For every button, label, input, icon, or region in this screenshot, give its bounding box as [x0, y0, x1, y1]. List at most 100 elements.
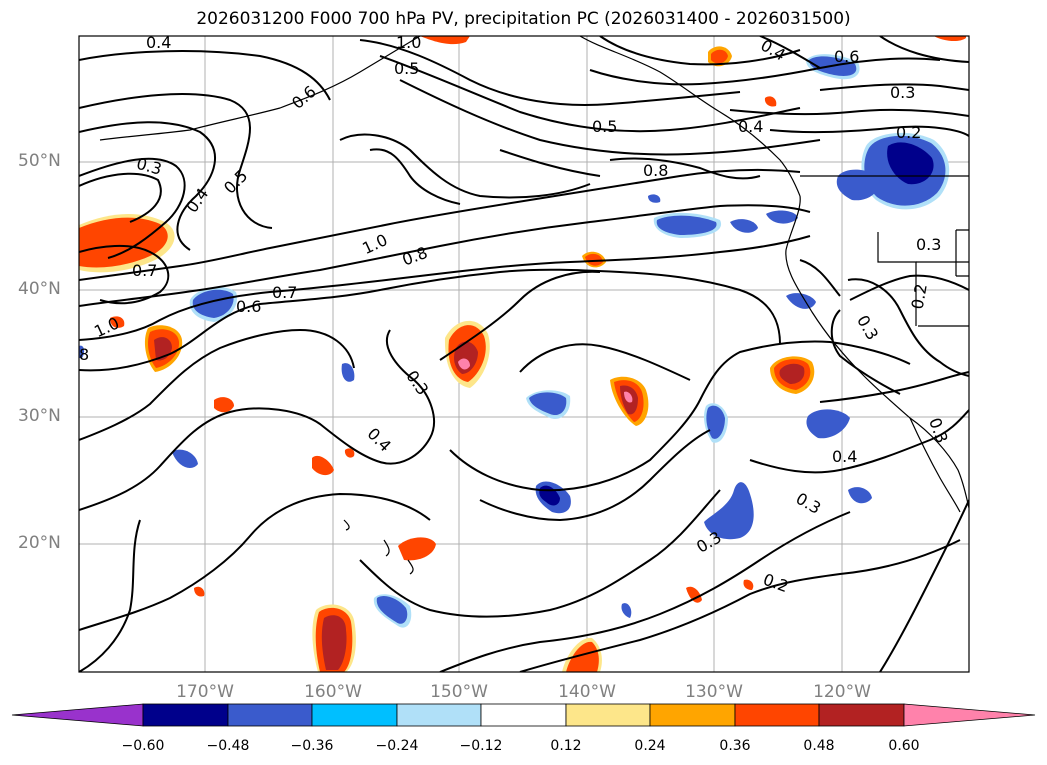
lat-label-20n: 20°N — [18, 533, 61, 553]
precip-negative-area — [341, 363, 355, 382]
contour-label: 0.8 — [643, 161, 668, 180]
precip-positive-area — [764, 96, 777, 107]
colorbar-segment — [649, 703, 736, 727]
colorbar — [11, 703, 1036, 727]
contour-label: 1.0 — [396, 33, 421, 52]
contour-label: 0.6 — [288, 82, 320, 113]
colorbar-tick-label: −0.36 — [290, 738, 334, 754]
precip-negative-area — [172, 449, 198, 468]
precip-negative-area — [529, 392, 567, 416]
colorbar-segment — [565, 703, 651, 727]
colorbar-tick-label: −0.60 — [121, 738, 165, 754]
colorbar-segment — [480, 703, 567, 727]
colorbar-segment — [227, 703, 313, 727]
lat-label-40n: 40°N — [18, 279, 61, 299]
precip-negative-area — [648, 194, 661, 203]
colorbar-tick-label: −0.24 — [375, 738, 419, 754]
contour-label: 0.2 — [896, 123, 921, 142]
contour-label: 0.5 — [220, 166, 251, 197]
contour-label: 0.4 — [738, 117, 763, 136]
lon-label-140w: 140°W — [558, 682, 616, 702]
map-title: 2026031200 F000 700 hPa PV, precipitatio… — [196, 9, 851, 29]
precip-positive-area — [585, 253, 603, 266]
precip-negative-area — [806, 409, 850, 439]
contour-label: 0.4 — [364, 424, 395, 455]
precip-negative-area — [704, 482, 754, 540]
contour-label: 0.6 — [236, 297, 261, 316]
precip-positive-area — [110, 316, 125, 328]
contour-label: 1.0 — [359, 230, 390, 258]
contour-label: 0.7 — [132, 261, 157, 280]
precip-negative-area — [706, 405, 725, 439]
precip-positive-area — [624, 391, 633, 403]
contour-label: 0.8 — [400, 243, 430, 270]
lon-label-120w: 120°W — [813, 682, 871, 702]
precip-negative-area — [192, 289, 234, 318]
precip-positive-area — [321, 615, 347, 670]
precip-positive-area — [312, 455, 334, 476]
colorbar-tick-label: −0.48 — [206, 738, 250, 754]
colorbar-tick-label: 0.60 — [888, 738, 920, 754]
precip-anomaly-fills — [79, 36, 966, 672]
contour-label: 0.2 — [908, 282, 931, 310]
contour-label: 0.3 — [793, 489, 825, 518]
precip-positive-area — [934, 36, 966, 42]
colorbar-tick-label: 0.48 — [803, 738, 835, 754]
precip-negative-area — [730, 219, 758, 233]
colorbar-segment — [734, 703, 820, 727]
precip-negative-area — [786, 293, 816, 309]
colorbar-tick-label: 0.24 — [634, 738, 666, 754]
colorbar-tick-label: 0.36 — [719, 738, 751, 754]
colorbar-extend-high — [903, 703, 1036, 727]
lon-label-130w: 130°W — [685, 682, 743, 702]
colorbar-segment — [818, 703, 905, 727]
precip-positive-area — [79, 217, 168, 268]
precip-negative-area — [621, 603, 632, 618]
colorbar-extend-low — [11, 703, 144, 727]
precip-positive-area — [398, 537, 436, 561]
contour-label: 0.4 — [146, 33, 171, 52]
pv-contours — [79, 36, 969, 672]
contour-label: 0.3 — [916, 235, 941, 254]
precip-positive-area — [344, 448, 355, 458]
contour-label: 0.2 — [761, 570, 791, 597]
precip-negative-area — [848, 487, 872, 504]
precip-positive-area — [458, 358, 470, 370]
lon-label-170w: 170°W — [176, 682, 234, 702]
contour-label: 0.4 — [832, 447, 857, 466]
contour-label: 0.4 — [182, 184, 212, 216]
precip-negative-area — [887, 142, 934, 185]
contour-label: 0.5 — [592, 117, 617, 136]
colorbar-tick-label: 0.12 — [550, 738, 582, 754]
precip-positive-area — [420, 36, 470, 45]
contour-label: 0.3 — [853, 312, 882, 344]
colorbar-segment — [396, 703, 482, 727]
precip-negative-area — [836, 169, 880, 201]
contour-label: 8 — [79, 345, 89, 364]
coastlines — [99, 36, 969, 575]
precip-positive-area — [686, 586, 702, 603]
precip-positive-area — [214, 397, 234, 413]
precip-positive-area — [194, 586, 205, 597]
precip-negative-area — [766, 210, 798, 224]
colorbar-segment — [142, 703, 229, 727]
colorbar-segment — [311, 703, 398, 727]
contour-label: 0.3 — [890, 83, 915, 102]
map-frame — [78, 35, 970, 673]
precip-positive-area — [743, 579, 754, 590]
precip-positive-area — [779, 363, 805, 384]
lon-label-150w: 150°W — [430, 682, 488, 702]
colorbar-tick-label: −0.12 — [459, 738, 503, 754]
precip-positive-area — [566, 641, 599, 672]
contour-label: 0.6 — [834, 47, 859, 66]
contour-label: 0.3 — [402, 367, 432, 399]
contour-label: 0.5 — [394, 59, 419, 78]
lat-label-50n: 50°N — [18, 151, 61, 171]
precip-negative-area — [79, 345, 85, 358]
precip-negative-area — [656, 215, 717, 235]
lon-label-160w: 160°W — [304, 682, 362, 702]
precip-negative-area — [376, 596, 408, 624]
precip-positive-area — [711, 49, 728, 64]
lat-label-30n: 30°N — [18, 406, 61, 426]
